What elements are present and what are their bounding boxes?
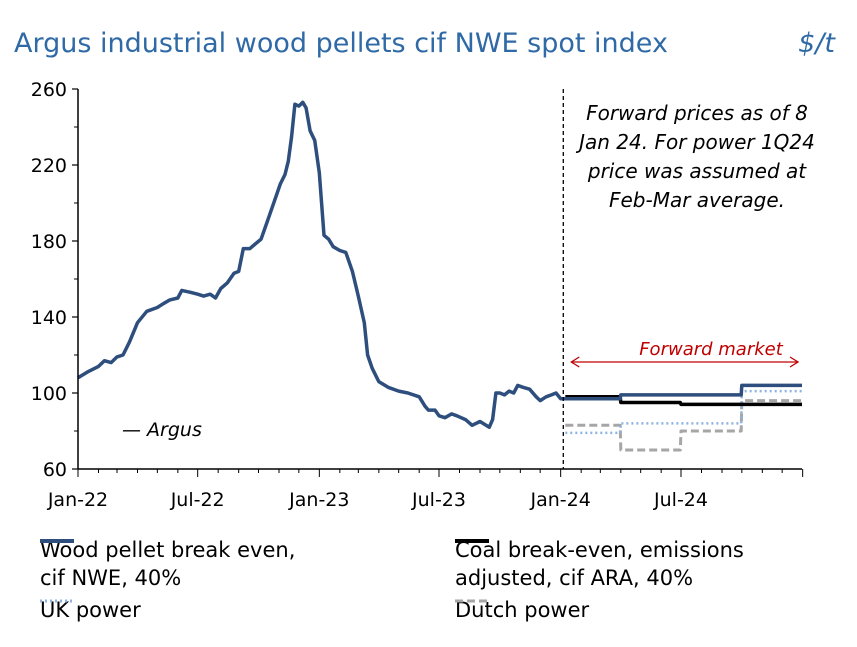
x-tick-label: Jul-22 (170, 489, 225, 511)
legend-item-wood-pellet: Wood pellet break even, cif NWE, 40% (40, 536, 295, 592)
series-line-3 (565, 399, 802, 452)
series-line-1 (565, 395, 802, 407)
series-line-0 (77, 100, 802, 429)
forward-note-line: Jan 24. For power 1Q24 (575, 130, 815, 154)
legend-label-wood-pellet-line2: cif NWE, 40% (40, 566, 182, 590)
x-tick-label: Jul-23 (411, 489, 466, 511)
x-tick-label: Jan-23 (288, 489, 349, 511)
y-tick-label: 100 (31, 383, 67, 405)
legend-item-dutch-power: Dutch power (455, 596, 589, 624)
legend-swatch-wood-pellet (40, 539, 74, 543)
legend-item-coal: Coal break-even, emissions adjusted, cif … (455, 536, 744, 592)
x-tick-label: Jul-24 (653, 489, 708, 511)
series-layer (77, 100, 802, 452)
source-label: — Argus (122, 419, 202, 441)
x-tick-label: Jan-22 (47, 489, 108, 511)
y-tick-label: 140 (31, 307, 67, 329)
legend-swatch-dutch-power (455, 599, 489, 603)
forward-market-label: Forward market (639, 339, 784, 360)
forward-note-line: Feb-Mar average. (609, 188, 785, 212)
forward-note-line: Forward prices as of 8 (586, 101, 808, 125)
y-tick-label: 60 (43, 459, 67, 481)
legend-item-uk-power: UK power (40, 596, 141, 624)
legend-swatch-uk-power (40, 599, 74, 603)
y-tick-label: 220 (31, 155, 67, 177)
forward-note-line: price was assumed at (587, 159, 807, 183)
unit-label: $/t (798, 28, 835, 59)
y-tick-label: 180 (31, 231, 67, 253)
legend-label-dutch-power: Dutch power (455, 598, 590, 622)
legend-label-coal-line2: adjusted, cif ARA, 40% (455, 566, 694, 590)
chart-title: Argus industrial wood pellets cif NWE sp… (14, 28, 668, 59)
legend-label-wood-pellet-line1: Wood pellet break even, (40, 538, 296, 562)
y-tick-label: 260 (31, 79, 67, 101)
x-tick-label: Jan-24 (530, 489, 591, 511)
legend-label-coal-line1: Coal break-even, emissions (455, 538, 744, 562)
legend-swatch-coal (455, 539, 489, 543)
annotation-layer: Forward prices as of 8 Jan 24. For power … (122, 89, 815, 469)
series-line-2 (565, 389, 802, 435)
forward-market-arrowhead-left (570, 356, 580, 368)
axis-layer: 60 100 140 180 220 260 Jan-22 Jul-22 Jan-23 Jul-2… (31, 79, 804, 511)
forward-market-arrowhead-right (789, 356, 800, 368)
